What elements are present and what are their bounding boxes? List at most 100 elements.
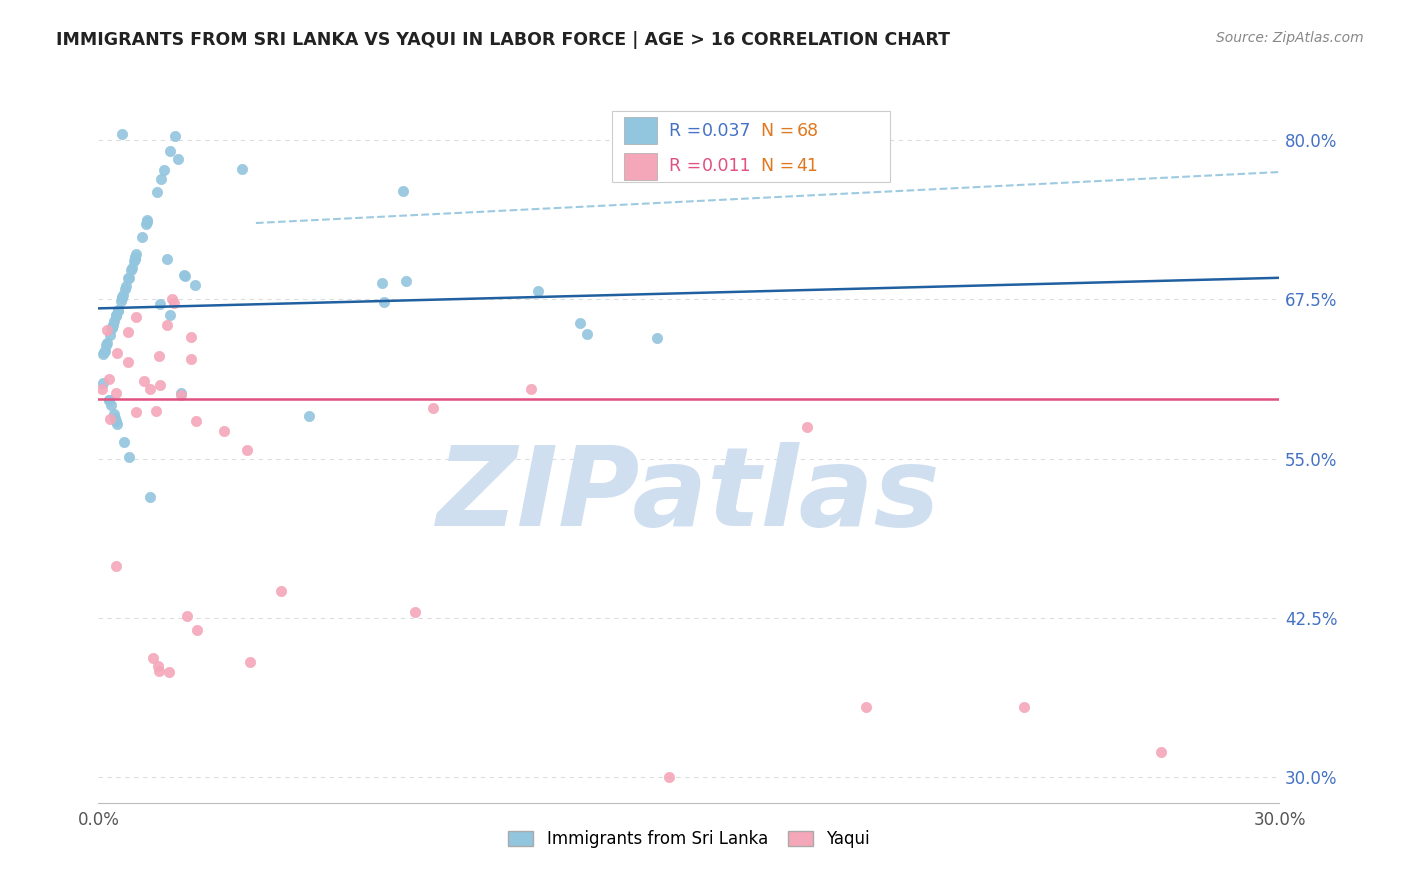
Point <box>796 420 818 434</box>
Text: 68: 68 <box>796 121 818 139</box>
Point <box>110 293 132 308</box>
Point <box>371 277 394 291</box>
Point <box>159 145 181 159</box>
Point <box>645 331 668 345</box>
Point <box>105 417 128 432</box>
Point <box>298 409 321 423</box>
Point <box>569 316 592 330</box>
Point <box>156 252 179 266</box>
Point <box>391 184 413 198</box>
Point <box>163 296 186 310</box>
Point <box>152 163 174 178</box>
Text: IMMIGRANTS FROM SRI LANKA VS YAQUI IN LABOR FORCE | AGE > 16 CORRELATION CHART: IMMIGRANTS FROM SRI LANKA VS YAQUI IN LA… <box>56 31 950 49</box>
Point <box>1012 700 1035 714</box>
Point <box>91 382 114 396</box>
Text: 0.037: 0.037 <box>702 121 751 139</box>
Point <box>176 609 198 624</box>
Point <box>148 349 170 363</box>
Point <box>101 320 124 334</box>
Point <box>97 372 120 386</box>
Text: N =: N = <box>761 157 800 175</box>
Point <box>173 268 195 282</box>
Point <box>117 325 139 339</box>
Point <box>148 664 170 678</box>
Point <box>149 378 172 392</box>
Point <box>111 291 134 305</box>
Point <box>104 386 127 401</box>
Point <box>120 263 142 277</box>
Point <box>114 282 136 296</box>
Point <box>404 605 426 619</box>
Point <box>105 345 128 359</box>
Point <box>150 171 173 186</box>
Text: ZIPatlas: ZIPatlas <box>437 442 941 549</box>
Point <box>136 213 159 227</box>
Point <box>180 330 202 344</box>
Point <box>125 247 148 261</box>
Point <box>422 401 444 415</box>
Point <box>107 302 129 317</box>
Point <box>101 318 124 333</box>
Point <box>134 374 156 388</box>
Point <box>112 435 135 450</box>
Point <box>212 425 235 439</box>
Point <box>93 347 115 361</box>
Point <box>373 295 395 310</box>
Point <box>124 252 146 266</box>
Point <box>125 310 148 324</box>
Point <box>186 624 208 638</box>
Point <box>160 292 183 306</box>
Point <box>131 230 153 244</box>
Point <box>96 323 118 337</box>
Point <box>855 700 877 714</box>
Point <box>145 186 167 200</box>
Point <box>125 405 148 419</box>
Point <box>157 665 180 679</box>
Point <box>103 314 125 328</box>
Point <box>104 558 127 573</box>
Text: N =: N = <box>761 121 800 139</box>
Point <box>575 326 598 341</box>
Point <box>93 344 115 359</box>
Point <box>145 404 167 418</box>
Point <box>104 310 127 324</box>
Point <box>114 279 136 293</box>
Point <box>1150 745 1173 759</box>
Text: R =: R = <box>669 157 707 175</box>
Point <box>184 277 207 292</box>
Legend: Immigrants from Sri Lanka, Yaqui: Immigrants from Sri Lanka, Yaqui <box>502 824 876 855</box>
Point <box>520 382 543 396</box>
Text: 41: 41 <box>796 157 818 175</box>
Point <box>105 308 128 322</box>
Point <box>142 651 165 665</box>
Point <box>169 388 191 402</box>
Point <box>395 274 418 288</box>
Point <box>139 383 162 397</box>
Point <box>117 270 139 285</box>
Point <box>135 217 157 231</box>
Point <box>658 770 681 784</box>
Point <box>270 584 292 599</box>
Point <box>105 414 128 428</box>
FancyBboxPatch shape <box>624 117 657 145</box>
Point <box>173 268 195 283</box>
Point <box>167 152 190 166</box>
Point <box>100 399 122 413</box>
Point <box>104 410 127 425</box>
Point <box>527 284 550 298</box>
Point <box>124 251 146 265</box>
Point <box>146 658 169 673</box>
Point <box>98 412 121 426</box>
Point <box>111 288 134 302</box>
Point <box>107 303 129 318</box>
Point <box>122 254 145 268</box>
Point <box>135 215 157 229</box>
Text: Source: ZipAtlas.com: Source: ZipAtlas.com <box>1216 31 1364 45</box>
Point <box>231 161 253 176</box>
FancyBboxPatch shape <box>624 153 657 180</box>
FancyBboxPatch shape <box>612 111 890 182</box>
Text: 0.011: 0.011 <box>702 157 751 175</box>
Point <box>138 490 160 504</box>
Point <box>98 393 121 408</box>
Point <box>118 450 141 465</box>
